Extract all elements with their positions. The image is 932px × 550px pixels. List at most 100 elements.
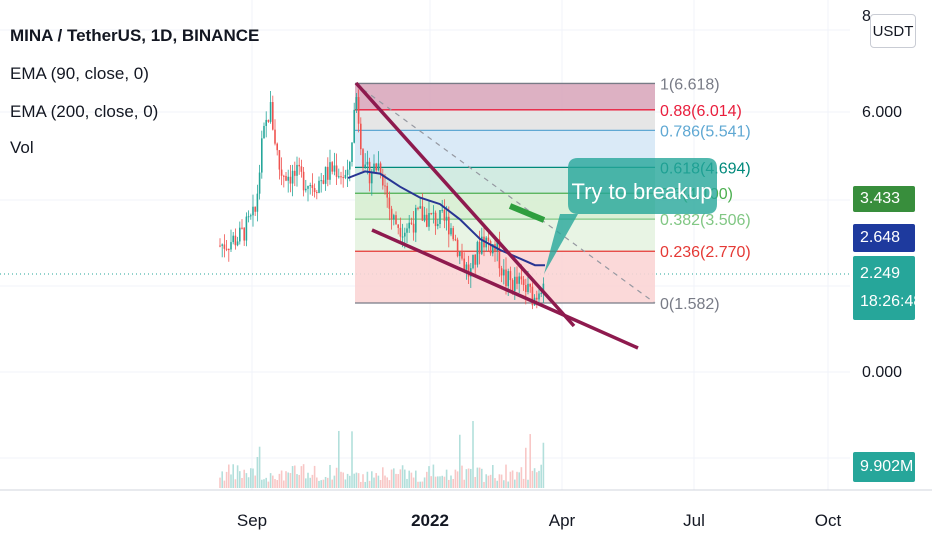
- volume-bar-20: [263, 479, 265, 488]
- candle-body-23: [269, 102, 272, 122]
- volume-bar-46: [320, 480, 322, 488]
- volume-bar-57: [344, 479, 347, 488]
- candle-body-107: [454, 239, 457, 241]
- candle-body-4: [228, 249, 230, 251]
- candle-body-96: [430, 213, 432, 215]
- currency-button[interactable]: USDT: [870, 14, 916, 48]
- volume-bar-86: [408, 470, 410, 488]
- candle-body-91: [419, 206, 421, 209]
- volume-bar-122: [487, 475, 490, 488]
- volume-bar-146: [540, 464, 542, 488]
- drawings[interactable]: Try to breakup: [354, 81, 717, 350]
- fib-label-1: 1(6.618): [660, 76, 720, 93]
- volume-bar-100: [439, 476, 441, 488]
- indicator-ema200-label[interactable]: EMA (200, close, 0): [10, 102, 159, 121]
- candle-body-110: [461, 251, 463, 259]
- volume-bar-95: [428, 466, 430, 488]
- candle-body-111: [463, 258, 465, 270]
- volume-bar-55: [340, 471, 342, 488]
- candle-body-105: [450, 228, 452, 235]
- upper-trendline: [354, 81, 576, 328]
- candle-body-72: [377, 163, 380, 171]
- candle-body-145: [538, 293, 540, 300]
- volume-badge: 9.902M: [853, 452, 915, 482]
- candle-body-82: [399, 227, 402, 237]
- candle-body-90: [417, 207, 419, 209]
- volume-bar-40: [307, 472, 309, 488]
- ema200-line: [347, 170, 545, 267]
- candle-body-144: [536, 297, 538, 300]
- volume-bar-18: [258, 446, 261, 488]
- volume-bar-140: [527, 479, 529, 488]
- volume-bar-45: [318, 480, 320, 488]
- volume-bar-15: [252, 468, 254, 488]
- volume-bar-65: [362, 474, 364, 488]
- volume-bar-48: [324, 476, 327, 488]
- candle-body-119: [481, 236, 483, 254]
- volume-bar-128: [500, 474, 503, 488]
- candle-body-67: [366, 161, 369, 165]
- volume-bar-138: [522, 478, 525, 488]
- volume-bar-118: [478, 467, 481, 488]
- y-tick-top: 8: [862, 8, 871, 25]
- y-tick-0: 0.000: [862, 364, 903, 381]
- candle-body-104: [448, 216, 450, 235]
- candle-body-87: [410, 222, 413, 224]
- volume-bar-91: [419, 481, 421, 488]
- volume-bar-116: [474, 476, 476, 488]
- candle-body-106: [452, 228, 454, 240]
- candle-body-129: [503, 269, 505, 276]
- candle-body-47: [322, 180, 325, 184]
- volume-bar-8: [236, 465, 239, 488]
- candle-body-94: [426, 214, 428, 227]
- volume-bar-135: [516, 471, 518, 488]
- candle-body-138: [522, 279, 525, 286]
- symbol-title[interactable]: MINA / TetherUS, 1D, BINANCE: [10, 26, 260, 45]
- volume-bar-7: [234, 479, 237, 488]
- fib-label-0.786: 0.786(5.541): [660, 123, 751, 140]
- volume-bar-73: [379, 479, 382, 488]
- volume-bar-27: [278, 473, 281, 488]
- volume-bar-63: [357, 473, 360, 488]
- candle-body-1: [221, 244, 223, 246]
- volume-bar-98: [434, 476, 437, 488]
- candle-body-19: [261, 138, 263, 173]
- candle-body-12: [245, 216, 248, 241]
- volume-bar-126: [496, 480, 498, 488]
- candle-body-17: [256, 193, 259, 212]
- indicator-volume-label[interactable]: Vol: [10, 138, 34, 157]
- candle-body-84: [404, 232, 406, 237]
- fib-label-0.382: 0.382(3.506): [660, 212, 751, 229]
- volume-bar-22: [267, 481, 270, 488]
- volume-bar-105: [450, 475, 452, 488]
- indicator-ema90-label[interactable]: EMA (90, close, 0): [10, 64, 149, 83]
- volume-bar-17: [256, 456, 259, 488]
- candle-body-21: [265, 119, 267, 126]
- candle-body-76: [386, 185, 388, 198]
- x-tick-jul: Jul: [683, 511, 705, 530]
- candle-body-135: [516, 276, 518, 284]
- candle-body-3: [225, 248, 228, 250]
- volume-bar-66: [364, 481, 366, 488]
- candle-body-116: [474, 254, 476, 265]
- breakout-arrow: [508, 203, 546, 223]
- volume-bar-50: [329, 464, 331, 488]
- volume-bar-72: [377, 475, 380, 488]
- candle-body-139: [525, 285, 527, 293]
- volume-bar-0: [219, 477, 221, 488]
- candle-body-41: [309, 185, 311, 187]
- candle-body-100: [439, 210, 441, 225]
- volume-bar-54: [338, 430, 340, 488]
- volume-bar-117: [476, 467, 479, 488]
- candle-body-70: [373, 163, 375, 173]
- candle-body-35: [296, 164, 298, 176]
- candle-body-20: [263, 125, 265, 139]
- candle-body-24: [272, 102, 274, 130]
- volume-bar-11: [243, 469, 245, 488]
- candle-body-71: [375, 163, 377, 171]
- volume-bar-78: [390, 469, 393, 488]
- volume-bar-35: [296, 474, 298, 488]
- volume-bar-83: [401, 465, 404, 488]
- volume-bar-108: [456, 471, 459, 488]
